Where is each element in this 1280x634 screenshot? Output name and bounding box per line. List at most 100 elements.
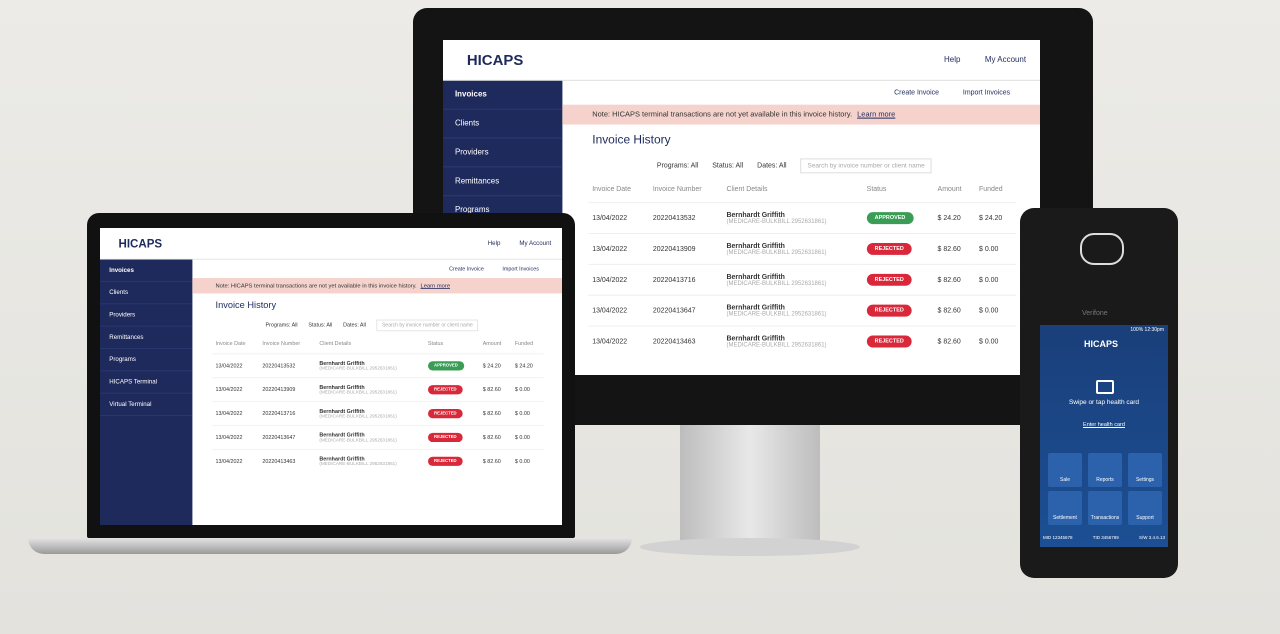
filter[interactable]: Status: All: [308, 322, 333, 328]
terminal-tile[interactable]: Reports: [1088, 453, 1122, 487]
action-button[interactable]: Create Invoice: [894, 89, 940, 97]
client-sub: (MEDICARE-BULKBILL 2952631861): [726, 280, 827, 287]
status-pill: REJECTED: [427, 385, 463, 395]
header-link[interactable]: Help: [944, 54, 961, 64]
invoice-number: 20220413647: [648, 294, 723, 327]
invoice-date: 13/04/2022: [588, 202, 649, 234]
terminal-tile[interactable]: Settings: [1128, 453, 1162, 487]
logo: HICAPS: [466, 51, 524, 69]
tile-label: Reports: [1096, 477, 1114, 483]
client-sub: (MEDICARE-BULKBILL 2952631861): [319, 413, 397, 419]
app-window: HICAPS Help My Account Invoices Clients Provi…: [100, 228, 562, 525]
terminal-tile[interactable]: Settlement: [1048, 491, 1082, 525]
notice-link[interactable]: Learn more: [857, 109, 896, 119]
notice-link[interactable]: Learn more: [420, 281, 451, 289]
footer-item: TID 3456789: [1092, 535, 1119, 540]
invoice-number: 20220413647: [259, 425, 317, 450]
invoice-number: 20220413463: [648, 325, 723, 357]
contactless-icon: [1080, 233, 1124, 265]
client-details: Bernhardt Griffith (MEDICARE-BULKBILL 295…: [722, 325, 863, 357]
tile-label: Transactions: [1090, 515, 1120, 521]
nav-item[interactable]: Clients: [443, 110, 563, 139]
terminal-tile[interactable]: Support: [1128, 491, 1162, 525]
client-details: Bernhardt Griffith (MEDICARE-BULKBILL 295…: [722, 263, 863, 296]
footer-item: MID 12345678: [1043, 535, 1073, 540]
action-button[interactable]: Import Invoices: [502, 266, 539, 272]
search-box[interactable]: Search by invoice number or client name: [800, 157, 932, 173]
nav-item[interactable]: Programs: [100, 349, 193, 372]
header-link[interactable]: My Account: [984, 54, 1027, 64]
status: REJECTED: [424, 377, 480, 402]
client-name: Bernhardt Griffith: [319, 384, 365, 391]
column-header: Invoice Number: [652, 185, 702, 193]
client-name: Bernhardt Griffith: [319, 432, 365, 438]
invoice-table: Invoice Date Invoice Number Client Details…: [212, 333, 544, 473]
nav-item[interactable]: HICAPS Terminal: [100, 371, 193, 394]
tile-label: Settlement: [1053, 515, 1077, 521]
client-name: Bernhardt Griffith: [726, 335, 785, 342]
funded: $ 0.00: [975, 325, 1017, 357]
monitor-base: [640, 538, 860, 556]
nav-item[interactable]: Remittances: [100, 327, 193, 349]
column-header: Client Details: [726, 185, 768, 193]
nav-item[interactable]: Virtual Terminal: [100, 394, 193, 416]
column-header: Amount: [482, 340, 502, 347]
terminal-logo: HICAPS: [1084, 339, 1119, 349]
nav-item[interactable]: Providers: [443, 139, 563, 168]
amount: $ 82.60: [933, 263, 976, 296]
client-sub: (MEDICARE-BULKBILL 2952631861): [319, 437, 397, 443]
terminal-tile[interactable]: Sale: [1048, 453, 1082, 487]
logo: HICAPS: [118, 237, 163, 251]
table-row: 13/04/2022 20220413463 Bernhardt Griffith(…: [588, 325, 1017, 357]
client-details: Bernhardt Griffith (MEDICARE-BULKBILL 295…: [722, 202, 863, 234]
header-link[interactable]: My Account: [519, 239, 552, 247]
notice-text: Note: HICAPS terminal transactions are n…: [592, 109, 853, 119]
nav-item[interactable]: Invoices: [100, 260, 193, 282]
column-header: Status: [866, 185, 887, 193]
amount: $ 24.20: [479, 353, 512, 378]
funded: $ 0.00: [511, 401, 544, 426]
filter[interactable]: Programs: All: [265, 322, 298, 328]
invoice-table: Invoice Date Invoice Number Client Details…: [588, 176, 1017, 357]
header-link[interactable]: Help: [487, 239, 501, 247]
client-details: Bernhardt Griffith (MEDICARE-BULKBILL 295…: [316, 401, 425, 426]
search-box[interactable]: Search by invoice number or client name: [376, 319, 479, 331]
nav-item[interactable]: Invoices: [443, 81, 563, 110]
filter[interactable]: Dates: All: [343, 322, 366, 328]
amount: $ 82.60: [933, 294, 976, 327]
column-header: Invoice Date: [215, 340, 246, 347]
footer-item: S/W 3.4.6.13: [1138, 535, 1165, 540]
amount: $ 82.60: [479, 377, 512, 402]
nav-item[interactable]: Clients: [100, 282, 193, 305]
enter-link[interactable]: Enter health card: [1083, 422, 1125, 428]
action-button[interactable]: Create Invoice: [449, 266, 484, 272]
client-details: Bernhardt Griffith (MEDICARE-BULKBILL 295…: [316, 425, 425, 450]
client-details: Bernhardt Griffith (MEDICARE-BULKBILL 295…: [316, 448, 425, 473]
column-header: Funded: [514, 340, 534, 347]
invoice-number: 20220413532: [259, 353, 317, 378]
invoice-number: 20220413532: [648, 202, 723, 234]
filter[interactable]: Programs: All: [656, 161, 699, 169]
funded: $ 0.00: [975, 263, 1017, 296]
status: REJECTED: [424, 401, 480, 426]
filters: Programs: All Status: All Dates: All Search…: [562, 154, 1040, 176]
filter[interactable]: Dates: All: [757, 161, 787, 169]
funded: $ 24.20: [511, 353, 544, 378]
client-name: Bernhardt Griffith: [726, 273, 785, 281]
nav-item[interactable]: Providers: [100, 304, 193, 327]
table-row: 13/04/2022 20220413909 Bernhardt Griffith(…: [212, 377, 544, 402]
client-name: Bernhardt Griffith: [319, 456, 365, 462]
terminal-tile[interactable]: Transactions: [1088, 491, 1122, 525]
nav-item[interactable]: Remittances: [443, 167, 563, 197]
table-row: 13/04/2022 20220413463 Bernhardt Griffith(…: [212, 448, 544, 473]
action-button[interactable]: Import Invoices: [962, 89, 1011, 97]
invoice-date: 13/04/2022: [212, 401, 260, 426]
column-header: Status: [427, 340, 444, 347]
status-pill: REJECTED: [427, 432, 463, 443]
invoice-number: 20220413716: [648, 263, 723, 296]
invoice-date: 13/04/2022: [212, 448, 260, 473]
client-details: Bernhardt Griffith (MEDICARE-BULKBILL 295…: [316, 353, 425, 378]
invoice-number: 20220413463: [259, 448, 317, 473]
invoice-number: 20220413909: [648, 233, 723, 265]
filter[interactable]: Status: All: [712, 161, 744, 169]
